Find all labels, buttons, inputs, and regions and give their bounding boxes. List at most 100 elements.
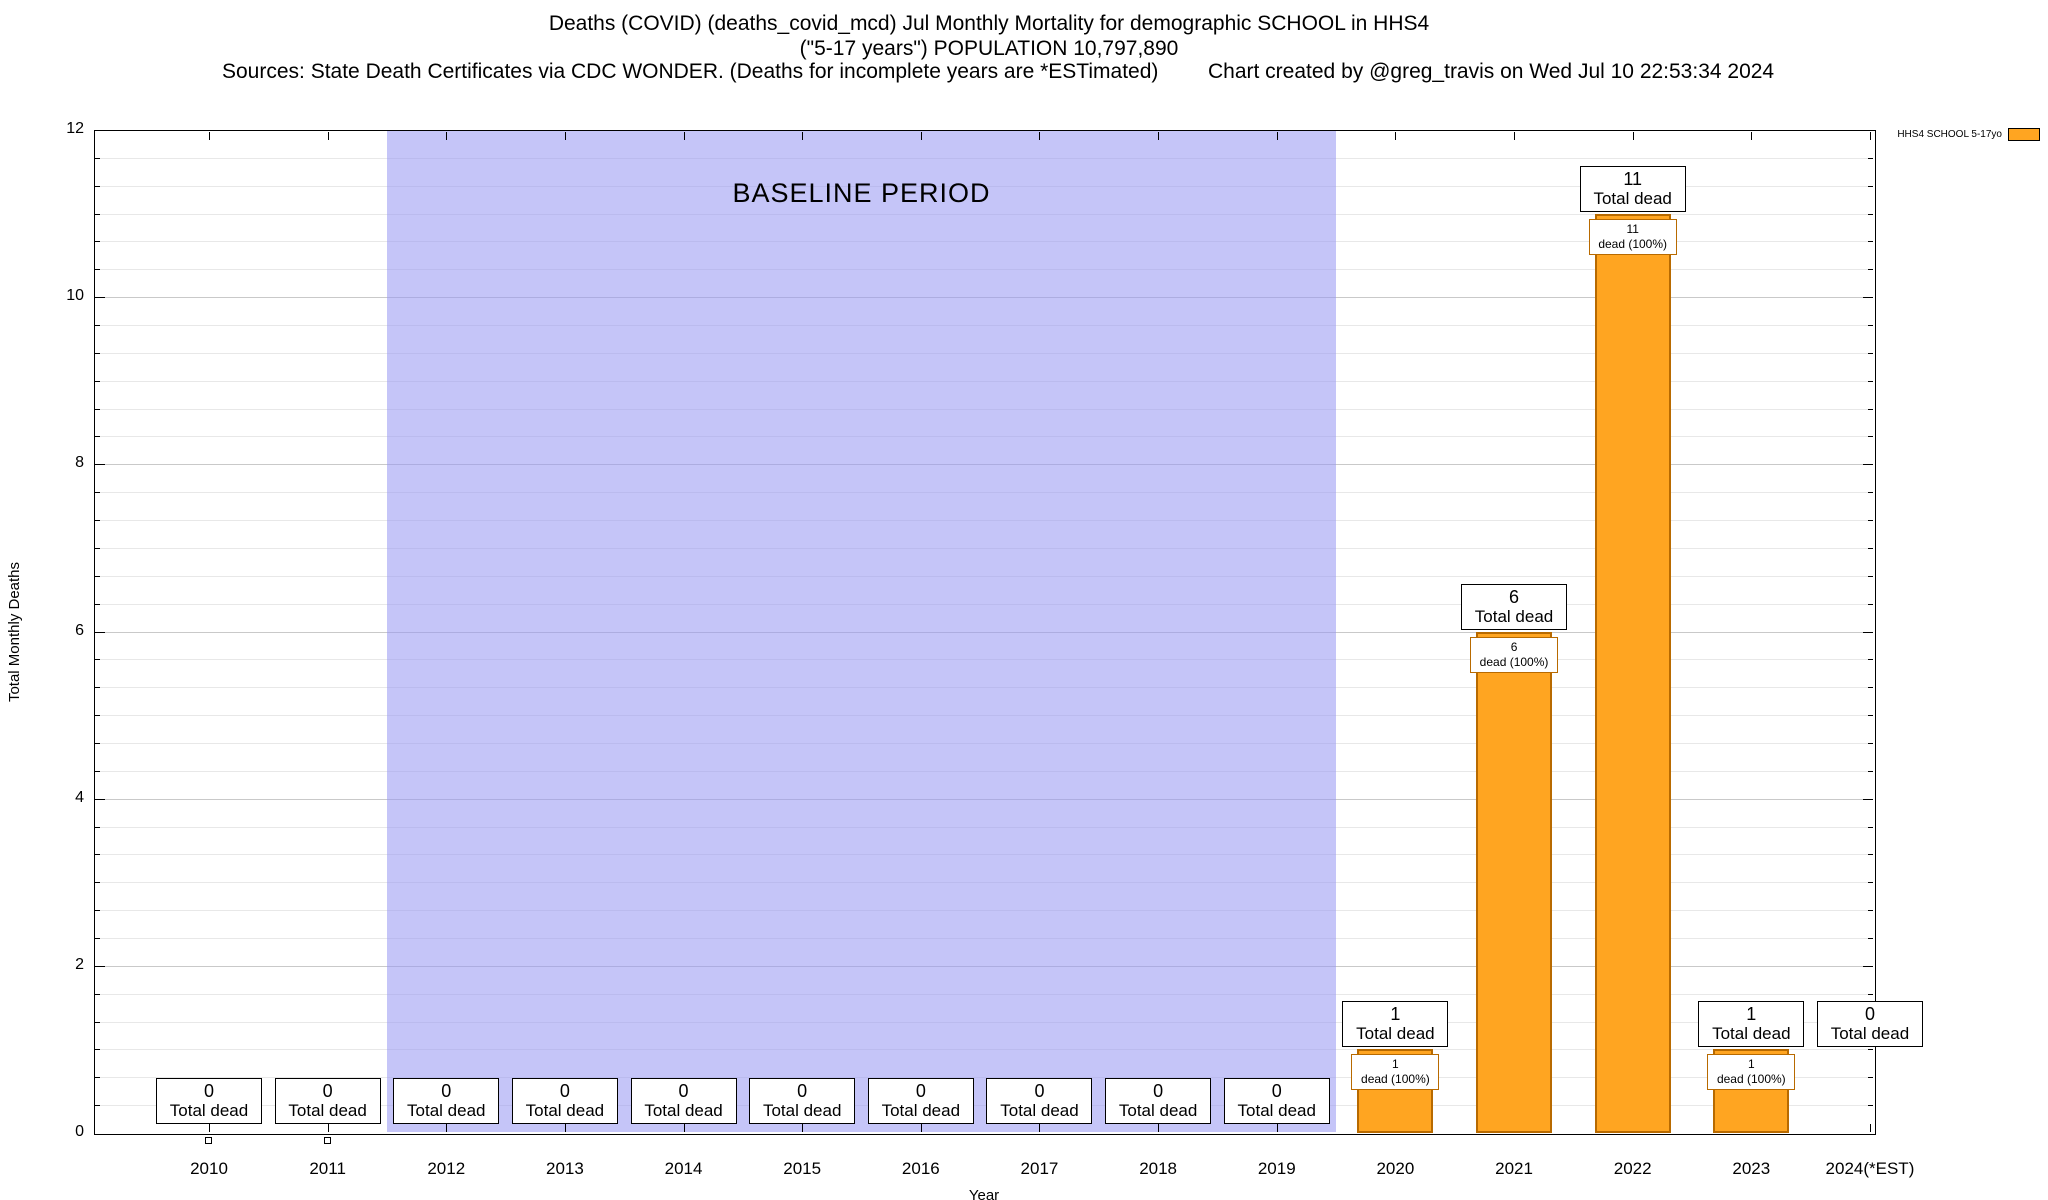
total-dead-count: 0 <box>559 1081 570 1102</box>
total-dead-label: Total dead <box>1830 1024 1910 1044</box>
y-minor-tick-right <box>1868 157 1873 159</box>
total-dead-label: Total dead <box>1000 1101 1079 1121</box>
total-dead-box: 11 Total dead <box>1579 165 1686 212</box>
y-tick-label: 4 <box>75 788 84 806</box>
y-tick-label: 0 <box>75 1123 84 1140</box>
y-tick-right <box>1863 631 1873 633</box>
chart-title-line2: ("5-17 years") POPULATION 10,797,890 <box>799 37 1179 60</box>
y-minor-tick-left <box>95 770 100 772</box>
y-minor-tick-left <box>95 269 100 271</box>
total-dead-count: 0 <box>322 1081 333 1102</box>
total-dead-count: 0 <box>203 1081 214 1102</box>
total-dead-box: 1 Total dead <box>1698 1001 1805 1048</box>
total-dead-label: Total dead <box>1356 1024 1435 1044</box>
y-minor-tick-left <box>95 352 100 354</box>
x-tick-top <box>802 132 804 140</box>
x-tick-label: 2010 <box>190 1159 228 1178</box>
baseline-region-label: BASELINE PERIOD <box>732 178 991 208</box>
total-dead-box: 0 Total dead <box>393 1078 500 1125</box>
y-minor-tick-left <box>95 659 100 661</box>
total-dead-box: 0 Total dead <box>867 1078 974 1125</box>
y-minor-tick-left <box>95 1021 100 1023</box>
total-dead-label: Total dead <box>1474 606 1554 626</box>
x-tick-label: 2016 <box>901 1159 940 1178</box>
y-minor-tick-right <box>1868 742 1873 744</box>
y-minor-tick-left <box>95 826 100 828</box>
x-tick-label: 2023 <box>1732 1159 1771 1178</box>
bar-2021 <box>1476 631 1553 1133</box>
y-minor-tick-left <box>95 1077 100 1079</box>
y-minor-tick-left <box>95 742 100 744</box>
total-dead-count: 0 <box>915 1081 926 1102</box>
y-minor-tick-left <box>95 910 100 912</box>
bar-value-label: dead (100%) <box>1716 1072 1786 1087</box>
total-dead-label: Total dead <box>525 1101 605 1121</box>
y-minor-tick-right <box>1868 603 1873 605</box>
y-minor-tick-left <box>95 854 100 856</box>
chart-sources-note: Sources: State Death Certificates via CD… <box>222 60 1159 83</box>
x-tick-top <box>1632 132 1634 140</box>
y-minor-tick-left <box>95 241 100 243</box>
y-minor-tick-left <box>95 520 100 522</box>
x-tick-top <box>564 132 566 140</box>
bar-value-label: dead (100%) <box>1479 654 1549 669</box>
y-minor-tick-right <box>1868 1049 1873 1051</box>
y-tick-right <box>1863 798 1873 800</box>
total-dead-box: 0 Total dead <box>274 1078 381 1125</box>
y-minor-tick-right <box>1868 408 1873 410</box>
x-tick-label: 2014 <box>664 1159 703 1178</box>
y-minor-tick-left <box>95 380 100 382</box>
x-tick-bottom <box>564 1124 566 1132</box>
total-dead-label: Total dead <box>762 1101 842 1121</box>
bar-value-box: 11 dead (100%) <box>1588 218 1677 255</box>
x-tick-top <box>446 132 448 140</box>
x-tick-top <box>920 132 922 140</box>
total-dead-box: 0 Total dead <box>1223 1078 1330 1125</box>
y-minor-tick-left <box>95 492 100 494</box>
y-minor-tick-left <box>95 157 100 159</box>
x-tick-top <box>327 132 329 140</box>
total-dead-box: 0 Total dead <box>511 1078 618 1125</box>
total-dead-count: 11 <box>1623 168 1643 189</box>
x-tick-top <box>1514 132 1516 140</box>
y-minor-tick-right <box>1868 715 1873 717</box>
x-tick-label: 2021 <box>1495 1159 1533 1178</box>
y-minor-tick-left <box>95 436 100 438</box>
y-minor-tick-left <box>95 937 100 939</box>
total-dead-label: Total dead <box>407 1101 486 1121</box>
y-tick-right <box>1863 297 1873 299</box>
x-tick-bottom <box>920 1124 922 1132</box>
x-tick-bottom <box>446 1124 448 1132</box>
y-minor-tick-right <box>1868 380 1873 382</box>
total-dead-label: Total dead <box>881 1101 961 1121</box>
bar-value-count: 1 <box>1392 1057 1399 1072</box>
y-minor-tick-right <box>1868 1077 1873 1079</box>
y-tick-label: 12 <box>66 120 84 137</box>
y-minor-tick-right <box>1868 547 1873 549</box>
total-dead-box: 0 Total dead <box>156 1078 262 1125</box>
x-tick-bottom <box>327 1124 329 1132</box>
total-dead-box: 0 Total dead <box>1105 1078 1212 1125</box>
total-dead-count: 0 <box>1034 1081 1045 1102</box>
legend: HHS4 SCHOOL 5-17yo <box>1897 128 2040 141</box>
x-tick-label: 2022 <box>1613 1159 1652 1178</box>
total-dead-count: 1 <box>1746 1004 1757 1025</box>
chart-title-line1: Deaths (COVID) (deaths_covid_mcd) Jul Mo… <box>548 12 1430 35</box>
y-tick-label: 2 <box>75 955 84 973</box>
total-dead-label: Total dead <box>1118 1101 1198 1121</box>
y-minor-tick-left <box>95 185 100 187</box>
x-tick-label: 2015 <box>783 1159 822 1178</box>
y-minor-tick-left <box>95 1105 100 1107</box>
y-minor-tick-right <box>1868 882 1873 884</box>
total-dead-label: Total dead <box>644 1101 723 1121</box>
x-tick-top <box>683 132 685 140</box>
x-tick-bottom <box>1869 1124 1871 1132</box>
x-tick-label: 2020 <box>1376 1159 1415 1178</box>
total-dead-label: Total dead <box>1593 188 1672 208</box>
total-dead-count: 0 <box>797 1081 808 1102</box>
total-dead-count: 0 <box>1864 1004 1875 1025</box>
y-tick-label: 8 <box>75 454 84 472</box>
y-minor-tick-right <box>1868 659 1873 661</box>
